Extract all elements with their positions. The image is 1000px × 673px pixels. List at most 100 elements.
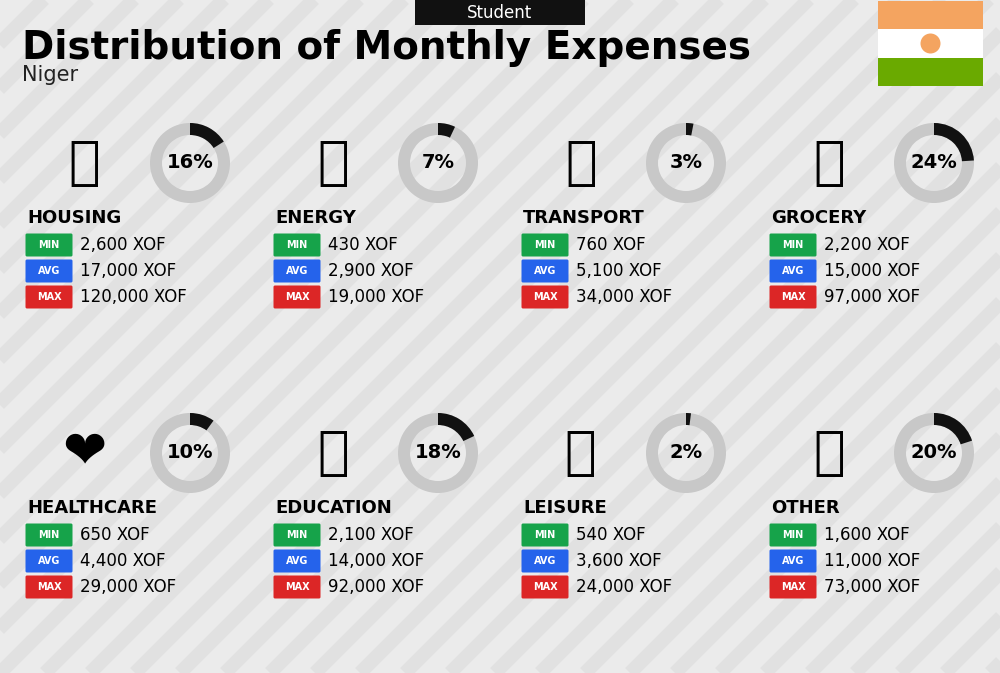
- Text: MIN: MIN: [286, 530, 308, 540]
- Text: 540 XOF: 540 XOF: [576, 526, 646, 544]
- Text: 18%: 18%: [415, 444, 461, 462]
- FancyBboxPatch shape: [522, 575, 568, 598]
- FancyBboxPatch shape: [26, 234, 72, 256]
- FancyBboxPatch shape: [26, 575, 72, 598]
- FancyBboxPatch shape: [770, 575, 816, 598]
- Text: MAX: MAX: [533, 292, 557, 302]
- Wedge shape: [190, 413, 214, 430]
- Text: 4,400 XOF: 4,400 XOF: [80, 552, 166, 570]
- FancyBboxPatch shape: [770, 260, 816, 283]
- FancyBboxPatch shape: [274, 285, 320, 308]
- FancyBboxPatch shape: [274, 549, 320, 573]
- Wedge shape: [150, 123, 230, 203]
- Bar: [878, 1, 983, 30]
- FancyBboxPatch shape: [522, 260, 568, 283]
- Text: 24%: 24%: [911, 153, 957, 172]
- Text: MIN: MIN: [38, 530, 60, 540]
- Text: 🛒: 🛒: [813, 137, 845, 189]
- Text: MAX: MAX: [37, 292, 61, 302]
- Text: 3%: 3%: [670, 153, 702, 172]
- Text: AVG: AVG: [782, 266, 804, 276]
- Text: MIN: MIN: [38, 240, 60, 250]
- Wedge shape: [150, 413, 230, 493]
- Text: Distribution of Monthly Expenses: Distribution of Monthly Expenses: [22, 29, 751, 67]
- Wedge shape: [934, 123, 974, 162]
- Wedge shape: [934, 413, 972, 444]
- Wedge shape: [646, 123, 726, 203]
- FancyBboxPatch shape: [274, 575, 320, 598]
- Wedge shape: [686, 413, 691, 425]
- Text: 🔌: 🔌: [317, 137, 349, 189]
- Text: MAX: MAX: [781, 582, 805, 592]
- Text: 20%: 20%: [911, 444, 957, 462]
- Text: AVG: AVG: [782, 556, 804, 566]
- FancyBboxPatch shape: [770, 549, 816, 573]
- FancyBboxPatch shape: [26, 260, 72, 283]
- FancyBboxPatch shape: [26, 524, 72, 546]
- Text: 24,000 XOF: 24,000 XOF: [576, 578, 672, 596]
- Wedge shape: [398, 413, 478, 493]
- FancyBboxPatch shape: [770, 524, 816, 546]
- Text: 650 XOF: 650 XOF: [80, 526, 150, 544]
- Wedge shape: [686, 123, 693, 135]
- Text: ❤️: ❤️: [63, 427, 107, 479]
- FancyBboxPatch shape: [522, 524, 568, 546]
- FancyBboxPatch shape: [26, 549, 72, 573]
- FancyBboxPatch shape: [522, 549, 568, 573]
- Text: 430 XOF: 430 XOF: [328, 236, 398, 254]
- Text: AVG: AVG: [38, 266, 60, 276]
- Text: 97,000 XOF: 97,000 XOF: [824, 288, 920, 306]
- Text: 7%: 7%: [422, 153, 454, 172]
- Text: 2%: 2%: [669, 444, 703, 462]
- Text: MIN: MIN: [534, 530, 556, 540]
- Text: 73,000 XOF: 73,000 XOF: [824, 578, 920, 596]
- Text: AVG: AVG: [534, 266, 556, 276]
- Text: MIN: MIN: [286, 240, 308, 250]
- Text: 34,000 XOF: 34,000 XOF: [576, 288, 672, 306]
- Text: 2,100 XOF: 2,100 XOF: [328, 526, 414, 544]
- Text: 2,200 XOF: 2,200 XOF: [824, 236, 910, 254]
- Text: 29,000 XOF: 29,000 XOF: [80, 578, 176, 596]
- Text: AVG: AVG: [286, 556, 308, 566]
- Text: GROCERY: GROCERY: [771, 209, 866, 227]
- Text: EDUCATION: EDUCATION: [275, 499, 392, 517]
- Text: 1,600 XOF: 1,600 XOF: [824, 526, 910, 544]
- Wedge shape: [438, 413, 474, 441]
- FancyBboxPatch shape: [522, 234, 568, 256]
- FancyBboxPatch shape: [274, 260, 320, 283]
- Text: 11,000 XOF: 11,000 XOF: [824, 552, 920, 570]
- Text: LEISURE: LEISURE: [523, 499, 607, 517]
- Text: MAX: MAX: [37, 582, 61, 592]
- Text: ENERGY: ENERGY: [275, 209, 356, 227]
- FancyBboxPatch shape: [415, 0, 585, 25]
- Bar: [878, 30, 983, 58]
- Wedge shape: [894, 123, 974, 203]
- Text: MIN: MIN: [782, 240, 804, 250]
- Text: 🎓: 🎓: [317, 427, 349, 479]
- Text: 760 XOF: 760 XOF: [576, 236, 646, 254]
- Wedge shape: [398, 123, 478, 203]
- FancyBboxPatch shape: [770, 285, 816, 308]
- FancyBboxPatch shape: [274, 524, 320, 546]
- Text: 120,000 XOF: 120,000 XOF: [80, 288, 187, 306]
- Text: MIN: MIN: [782, 530, 804, 540]
- Text: 17,000 XOF: 17,000 XOF: [80, 262, 176, 280]
- Text: AVG: AVG: [286, 266, 308, 276]
- Text: Niger: Niger: [22, 65, 78, 85]
- Text: 15,000 XOF: 15,000 XOF: [824, 262, 920, 280]
- Text: 16%: 16%: [167, 153, 213, 172]
- Wedge shape: [646, 413, 726, 493]
- Bar: [878, 58, 983, 86]
- FancyBboxPatch shape: [770, 234, 816, 256]
- FancyBboxPatch shape: [26, 285, 72, 308]
- Text: 5,100 XOF: 5,100 XOF: [576, 262, 662, 280]
- Text: HOUSING: HOUSING: [27, 209, 121, 227]
- Text: AVG: AVG: [38, 556, 60, 566]
- Text: MAX: MAX: [781, 292, 805, 302]
- Text: TRANSPORT: TRANSPORT: [523, 209, 645, 227]
- Text: 🏗️: 🏗️: [69, 137, 101, 189]
- Text: MAX: MAX: [285, 582, 309, 592]
- Wedge shape: [894, 413, 974, 493]
- Text: MAX: MAX: [285, 292, 309, 302]
- Text: OTHER: OTHER: [771, 499, 840, 517]
